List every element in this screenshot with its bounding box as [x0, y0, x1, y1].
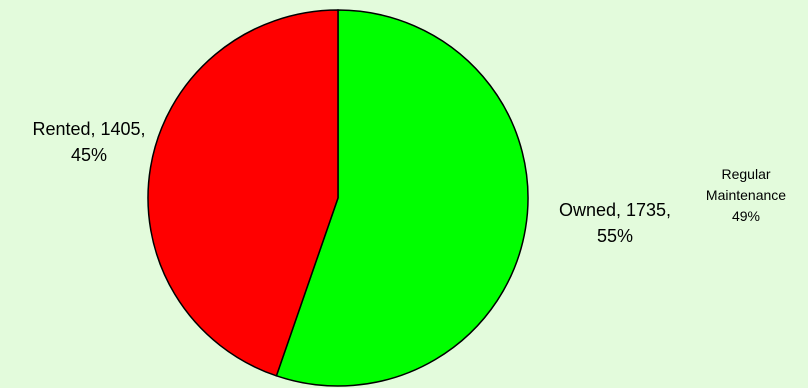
maintenance-line1: Regular: [721, 166, 771, 182]
owned-label-line2: 55%: [596, 226, 634, 246]
maintenance-line3: 49%: [731, 208, 761, 224]
owned-slice-label: Owned, 1735, 55%: [535, 197, 695, 249]
maintenance-annotation: Regular Maintenance 49%: [686, 164, 806, 227]
pie-slice-owned: [275, 9, 529, 387]
rented-label-line1: Rented, 1405,: [32, 119, 146, 139]
rented-label-line2: 45%: [70, 145, 108, 165]
pie-slice-rented: [147, 9, 339, 377]
owned-label-line1: Owned, 1735,: [558, 200, 672, 220]
rented-slice-label: Rented, 1405, 45%: [4, 116, 174, 168]
maintenance-line2: Maintenance: [705, 187, 787, 203]
